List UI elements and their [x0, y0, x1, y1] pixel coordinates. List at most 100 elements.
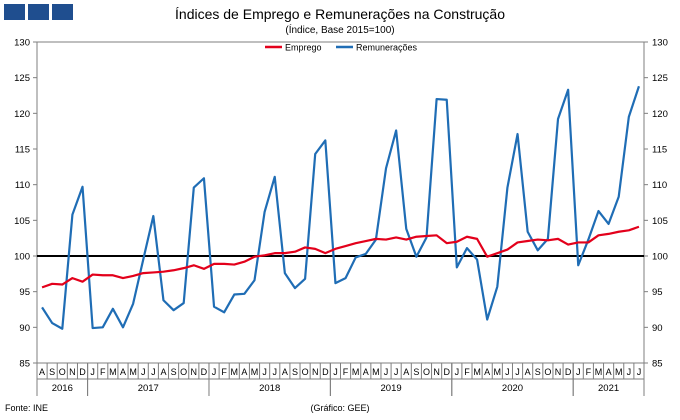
x-month-label: A: [363, 367, 369, 377]
chart-marks: [37, 85, 644, 330]
x-month-label: J: [394, 367, 399, 377]
x-month-label: J: [627, 367, 632, 377]
x-month-label: F: [464, 367, 470, 377]
x-month-label: J: [90, 367, 95, 377]
x-year-label: 2019: [381, 383, 402, 394]
y-tick-label-right: 120: [652, 109, 668, 120]
y-tick-label-left: 115: [15, 145, 30, 156]
x-month-label: M: [595, 367, 603, 377]
x-month-label: O: [302, 367, 309, 377]
x-month-label: M: [372, 367, 380, 377]
y-tick-label-left: 85: [19, 359, 30, 370]
x-year-label: 2021: [598, 383, 619, 394]
y-tick-label-left: 110: [15, 180, 30, 191]
logo: [4, 4, 73, 20]
x-month-label: J: [515, 367, 520, 377]
x-month-label: O: [180, 367, 187, 377]
x-month-label: A: [120, 367, 126, 377]
x-month-label: J: [637, 367, 642, 377]
x-month-label: M: [352, 367, 360, 377]
x-year-label: 2016: [52, 383, 73, 394]
source-note: Fonte: INE: [5, 403, 49, 413]
y-tick-label-right: 90: [652, 323, 663, 334]
x-month-label: F: [100, 367, 106, 377]
x-month-label: N: [555, 367, 562, 377]
x-month-label: A: [241, 367, 247, 377]
x-month-label: A: [39, 367, 45, 377]
x-month-label: N: [69, 367, 76, 377]
x-month-label: S: [535, 367, 541, 377]
x-month-label: S: [171, 367, 177, 377]
y-tick-label-left: 95: [19, 287, 30, 298]
x-month-label: A: [606, 367, 612, 377]
y-tick-label-right: 115: [652, 145, 667, 156]
x-month-label: O: [59, 367, 66, 377]
x-month-label: O: [544, 367, 551, 377]
x-year-label: 2017: [138, 383, 159, 394]
y-tick-label-right: 110: [652, 180, 667, 191]
x-month-label: M: [473, 367, 481, 377]
x-month-label: O: [423, 367, 430, 377]
x-month-label: J: [505, 367, 510, 377]
x-year-label: 2018: [259, 383, 280, 394]
y-tick-label-right: 100: [652, 252, 668, 263]
chart-title: Índices de Emprego e Remunerações na Con…: [175, 6, 505, 22]
x-month-label: N: [191, 367, 198, 377]
y-tick-label-right: 85: [652, 359, 663, 370]
y-tick-label-right: 105: [652, 216, 668, 227]
y-tick-label-left: 130: [14, 38, 30, 49]
x-month-label: S: [413, 367, 419, 377]
logo-block: [52, 4, 73, 20]
y-tick-label-right: 125: [652, 73, 668, 84]
x-month-label: D: [201, 367, 208, 377]
x-month-label: D: [443, 367, 450, 377]
x-month-label: J: [333, 367, 338, 377]
y-tick-label-right: 130: [652, 38, 668, 49]
x-month-label: J: [272, 367, 277, 377]
x-month-label: A: [282, 367, 288, 377]
chart-subtitle: (Índice, Base 2015=100): [285, 25, 395, 36]
series-line-emprego: [41, 225, 640, 289]
x-month-label: J: [141, 367, 146, 377]
x-month-label: M: [231, 367, 239, 377]
y-tick-label-left: 125: [14, 73, 30, 84]
x-month-label: F: [586, 367, 592, 377]
chart-credit: (Gráfico: GEE): [310, 403, 370, 413]
x-month-label: A: [484, 367, 490, 377]
x-month-label: F: [343, 367, 349, 377]
y-tick-label-left: 90: [19, 323, 30, 334]
x-month-label: J: [455, 367, 460, 377]
legend-label-remuneracoes: Remunerações: [356, 43, 418, 53]
logo-block: [4, 4, 25, 20]
y-tick-label-left: 105: [14, 216, 30, 227]
x-month-label: N: [312, 367, 319, 377]
x-month-label: A: [525, 367, 531, 377]
x-month-label: J: [151, 367, 156, 377]
series-line-remuneracoes: [41, 85, 640, 330]
x-month-label: J: [576, 367, 581, 377]
x-month-label: J: [212, 367, 217, 377]
x-month-label: A: [160, 367, 166, 377]
x-month-label: A: [403, 367, 409, 377]
x-year-label: 2020: [502, 383, 523, 394]
x-month-label: N: [433, 367, 440, 377]
x-month-label: D: [79, 367, 86, 377]
x-month-label: M: [615, 367, 623, 377]
logo-block: [28, 4, 49, 20]
axes: 85 85 90 90 95 95 100 100 105 105 110 110 115 115 120 1…: [14, 38, 668, 396]
x-month-label: D: [565, 367, 572, 377]
x-month-label: J: [384, 367, 389, 377]
x-month-label: J: [262, 367, 267, 377]
x-month-label: M: [251, 367, 259, 377]
x-month-label: D: [322, 367, 329, 377]
x-month-label: S: [292, 367, 298, 377]
x-month-label: F: [221, 367, 227, 377]
y-tick-label-right: 95: [652, 287, 663, 298]
x-month-label: M: [494, 367, 502, 377]
x-month-label: M: [129, 367, 137, 377]
x-month-label: S: [49, 367, 55, 377]
legend-label-emprego: Emprego: [285, 43, 322, 53]
y-tick-label-left: 120: [14, 109, 30, 120]
x-month-label: M: [109, 367, 117, 377]
